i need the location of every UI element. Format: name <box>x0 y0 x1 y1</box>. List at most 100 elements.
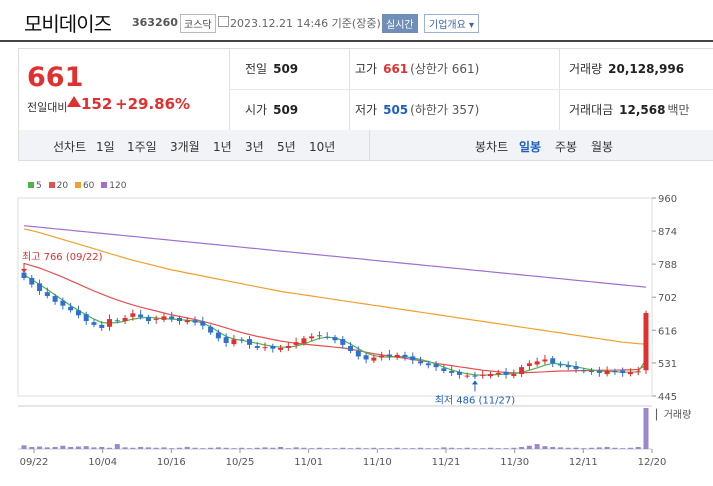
tab-10y[interactable]: 10년 <box>309 140 336 154</box>
volume-bar <box>464 447 470 449</box>
chart-grid <box>17 197 656 453</box>
company-overview-button[interactable]: 기업개요 ▾ <box>424 14 480 33</box>
candlestick-chart[interactable]: 960 874 788 702 616 531 445 09/22 10/04 10/16 10/2… <box>0 190 713 486</box>
volume-bar <box>456 448 462 449</box>
candle-body <box>208 326 214 333</box>
high-arrow-head <box>21 268 27 273</box>
x-tick-label: 12/20 <box>638 457 667 468</box>
candle-body <box>511 374 517 377</box>
candle-body <box>52 296 58 302</box>
market-badge: 코스닥 <box>180 14 216 33</box>
candle-body <box>495 372 501 375</box>
candle-body <box>456 371 462 375</box>
volume-bar <box>68 446 74 449</box>
stock-name: 모비데이즈 <box>24 12 112 36</box>
volume-bar <box>472 448 478 449</box>
tab-5y[interactable]: 5년 <box>277 140 296 154</box>
low-value: 505 <box>383 103 409 117</box>
volume-bar <box>37 446 43 449</box>
candle-body <box>565 365 571 368</box>
volume-bar <box>620 448 626 449</box>
x-tick-label: 09/22 <box>20 457 49 468</box>
x-tick-label: 10/16 <box>157 457 186 468</box>
upper-limit: (상한가 661) <box>410 62 480 76</box>
up-arrow-icon <box>67 96 81 107</box>
axis-labels: 960 874 788 702 616 531 445 09/22 10/04 10/16 10/2… <box>20 194 692 468</box>
volume-bar <box>355 447 361 449</box>
legend-ma120: 120 <box>109 181 127 191</box>
volume-bar <box>495 448 501 449</box>
candle-body <box>83 314 89 322</box>
legend-swatch <box>74 182 81 188</box>
candle-body <box>107 319 113 327</box>
candle-body <box>184 320 190 323</box>
volume-bar <box>293 447 299 449</box>
candle-body <box>309 336 315 339</box>
volume-bar <box>596 447 602 449</box>
y-tick-label: 531 <box>658 359 677 370</box>
chart-legend: 5 20 60 120 <box>24 181 126 191</box>
volume-bar <box>278 446 284 449</box>
volume-value: 20,128,996 <box>608 62 685 76</box>
volume-bar <box>215 447 221 449</box>
divider <box>559 49 560 131</box>
volume-bar <box>44 447 50 449</box>
volume-bar <box>394 447 400 449</box>
candle-body <box>231 339 237 345</box>
tab-daily[interactable]: 일봉 <box>519 140 542 154</box>
volume-bar <box>138 446 144 449</box>
x-tick-label: 10/04 <box>88 457 117 468</box>
tab-3y[interactable]: 3년 <box>245 140 264 154</box>
candle-body <box>449 371 455 373</box>
volume-bar <box>534 444 540 449</box>
candle-body <box>635 371 641 373</box>
candle-body <box>620 370 626 373</box>
candle-body <box>91 322 97 325</box>
volume-bar <box>169 448 175 449</box>
company-overview-label: 기업개요 <box>429 20 466 31</box>
volume-bar <box>91 447 97 449</box>
candle-body <box>239 339 245 341</box>
volume-bar <box>348 448 354 449</box>
volume-bar <box>60 445 66 449</box>
candle-body <box>153 318 159 320</box>
high-price: 고가 661 (상한가 661) <box>355 60 479 77</box>
candle-body <box>145 317 151 322</box>
candle-body <box>604 371 610 375</box>
divider <box>229 49 230 131</box>
tab-monthly[interactable]: 월봉 <box>591 140 614 154</box>
volume-bar <box>192 447 198 449</box>
tab-1d[interactable]: 1일 <box>96 140 115 154</box>
tab-1w[interactable]: 1주일 <box>127 140 157 154</box>
volume-bar <box>573 447 579 449</box>
volume-bar <box>316 447 322 449</box>
candle-body <box>488 374 493 377</box>
tab-3m[interactable]: 3개월 <box>170 140 200 154</box>
candle-body <box>316 335 322 337</box>
volume-label: 거래량 <box>569 62 603 76</box>
x-tick-label: 12/11 <box>569 457 598 468</box>
high-value: 661 <box>383 62 409 76</box>
candle-chart-label: 봉차트 <box>475 140 509 154</box>
candle-body <box>68 306 74 311</box>
candle-body <box>270 346 276 349</box>
volume-bar <box>418 447 424 449</box>
volume-bar <box>503 448 509 449</box>
volume-bar <box>184 446 190 449</box>
diff-label: 전일대비 <box>27 101 68 114</box>
candle-body <box>519 367 525 375</box>
realtime-button[interactable]: 실시간 <box>382 14 418 33</box>
candle-body <box>379 355 385 358</box>
timestamp: 2023.12.21 14:46 기준(장중) <box>230 17 381 30</box>
candle-body <box>550 358 556 364</box>
y-tick-label: 960 <box>658 194 677 205</box>
volume-bar <box>488 447 493 449</box>
tab-1y[interactable]: 1년 <box>213 140 232 154</box>
volume-bar <box>107 447 113 449</box>
candle-body <box>29 277 35 285</box>
x-tick-label: 10/25 <box>226 457 255 468</box>
legend-ma20: 20 <box>56 181 69 191</box>
x-tick-label: 11/10 <box>363 457 392 468</box>
tab-weekly[interactable]: 주봉 <box>555 140 578 154</box>
diff-rate: +29.86% <box>115 95 191 113</box>
